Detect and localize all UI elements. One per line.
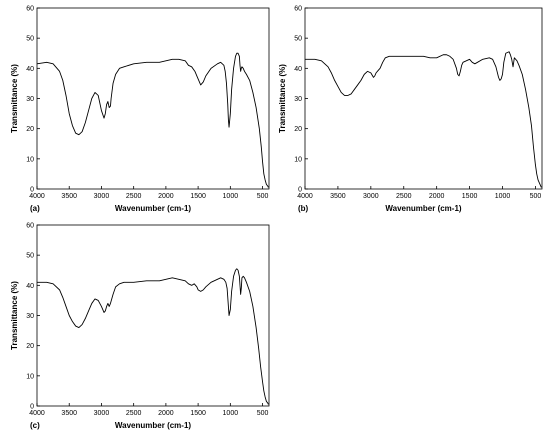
spectrum-line bbox=[36, 52, 269, 188]
x-tick-label: 500 bbox=[530, 193, 542, 200]
x-tick-label: 2500 bbox=[126, 193, 142, 200]
y-axis-title: Transmittance (%) bbox=[10, 64, 19, 133]
chart-panel: 0 10 20 30 40 50 60 4000 3500 3000 2500 2000 1500 100… bbox=[278, 6, 543, 213]
x-tick-label: 1500 bbox=[190, 193, 206, 200]
y-tick-label: 0 bbox=[30, 187, 34, 194]
x-tick-label: 3500 bbox=[330, 193, 346, 200]
x-axis-title: Wavenumber (cm-1) bbox=[115, 204, 192, 213]
y-tick-label: 10 bbox=[26, 373, 34, 380]
y-tick-label: 30 bbox=[294, 96, 302, 103]
y-tick-label: 20 bbox=[26, 343, 34, 350]
y-tick-label: 10 bbox=[294, 156, 302, 163]
y-axis-title: Transmittance (%) bbox=[10, 281, 19, 350]
y-tick-label: 20 bbox=[294, 126, 302, 133]
y-tick-label: 40 bbox=[294, 66, 302, 73]
y-tick-label: 50 bbox=[294, 36, 302, 43]
spectrum-line bbox=[37, 268, 269, 405]
x-tick-label: 2000 bbox=[429, 193, 445, 200]
y-tick-label: 0 bbox=[298, 187, 302, 194]
y-tick-label: 40 bbox=[26, 283, 34, 290]
x-tick-label: 1500 bbox=[190, 410, 206, 417]
x-tick-label: 4000 bbox=[29, 193, 45, 200]
x-tick-label: 4000 bbox=[29, 410, 45, 417]
x-tick-label: 1000 bbox=[223, 193, 239, 200]
plot-frame bbox=[36, 7, 270, 190]
x-tick-label: 500 bbox=[257, 193, 269, 200]
x-tick-label: 500 bbox=[257, 410, 269, 417]
x-tick-label: 2500 bbox=[396, 193, 412, 200]
panel-label: (b) bbox=[298, 204, 309, 213]
x-tick-label: 2500 bbox=[126, 410, 142, 417]
y-tick-label: 40 bbox=[26, 66, 34, 73]
y-tick-label: 60 bbox=[294, 6, 302, 13]
x-tick-label: 1500 bbox=[462, 193, 478, 200]
x-axis-title: Wavenumber (cm-1) bbox=[115, 421, 192, 430]
y-tick-label: 50 bbox=[26, 36, 34, 43]
x-tick-label: 3000 bbox=[94, 193, 110, 200]
y-tick-label: 0 bbox=[30, 404, 34, 411]
x-tick-label: 1000 bbox=[495, 193, 511, 200]
y-tick-label: 60 bbox=[26, 223, 34, 230]
spectrum-line bbox=[305, 51, 542, 188]
y-tick-label: 30 bbox=[26, 96, 34, 103]
x-tick-label: 3500 bbox=[61, 193, 77, 200]
y-tick-label: 50 bbox=[26, 253, 34, 260]
x-tick-label: 3500 bbox=[61, 410, 77, 417]
y-tick-label: 30 bbox=[26, 313, 34, 320]
x-tick-label: 2000 bbox=[158, 410, 174, 417]
y-tick-label: 60 bbox=[26, 6, 34, 13]
y-tick-label: 20 bbox=[26, 126, 34, 133]
chart-panel: 0 10 20 30 40 50 60 4000 3500 3000 2500 2000 1500 100… bbox=[10, 223, 270, 430]
x-tick-label: 1000 bbox=[223, 410, 239, 417]
x-tick-label: 2000 bbox=[158, 193, 174, 200]
plot-frame bbox=[304, 7, 543, 190]
x-axis-title: Wavenumber (cm-1) bbox=[385, 204, 462, 213]
chart-panel: 0 10 20 30 40 50 60 4000 3500 3000 2500 2000 1500 100… bbox=[10, 6, 270, 213]
panel-label: (c) bbox=[30, 421, 40, 430]
x-tick-label: 3000 bbox=[94, 410, 110, 417]
y-axis-title: Transmittance (%) bbox=[278, 64, 287, 133]
x-tick-label: 4000 bbox=[297, 193, 313, 200]
x-tick-label: 3000 bbox=[363, 193, 379, 200]
y-tick-label: 10 bbox=[26, 156, 34, 163]
plot-frame bbox=[36, 224, 270, 407]
panel-label: (a) bbox=[30, 204, 40, 213]
